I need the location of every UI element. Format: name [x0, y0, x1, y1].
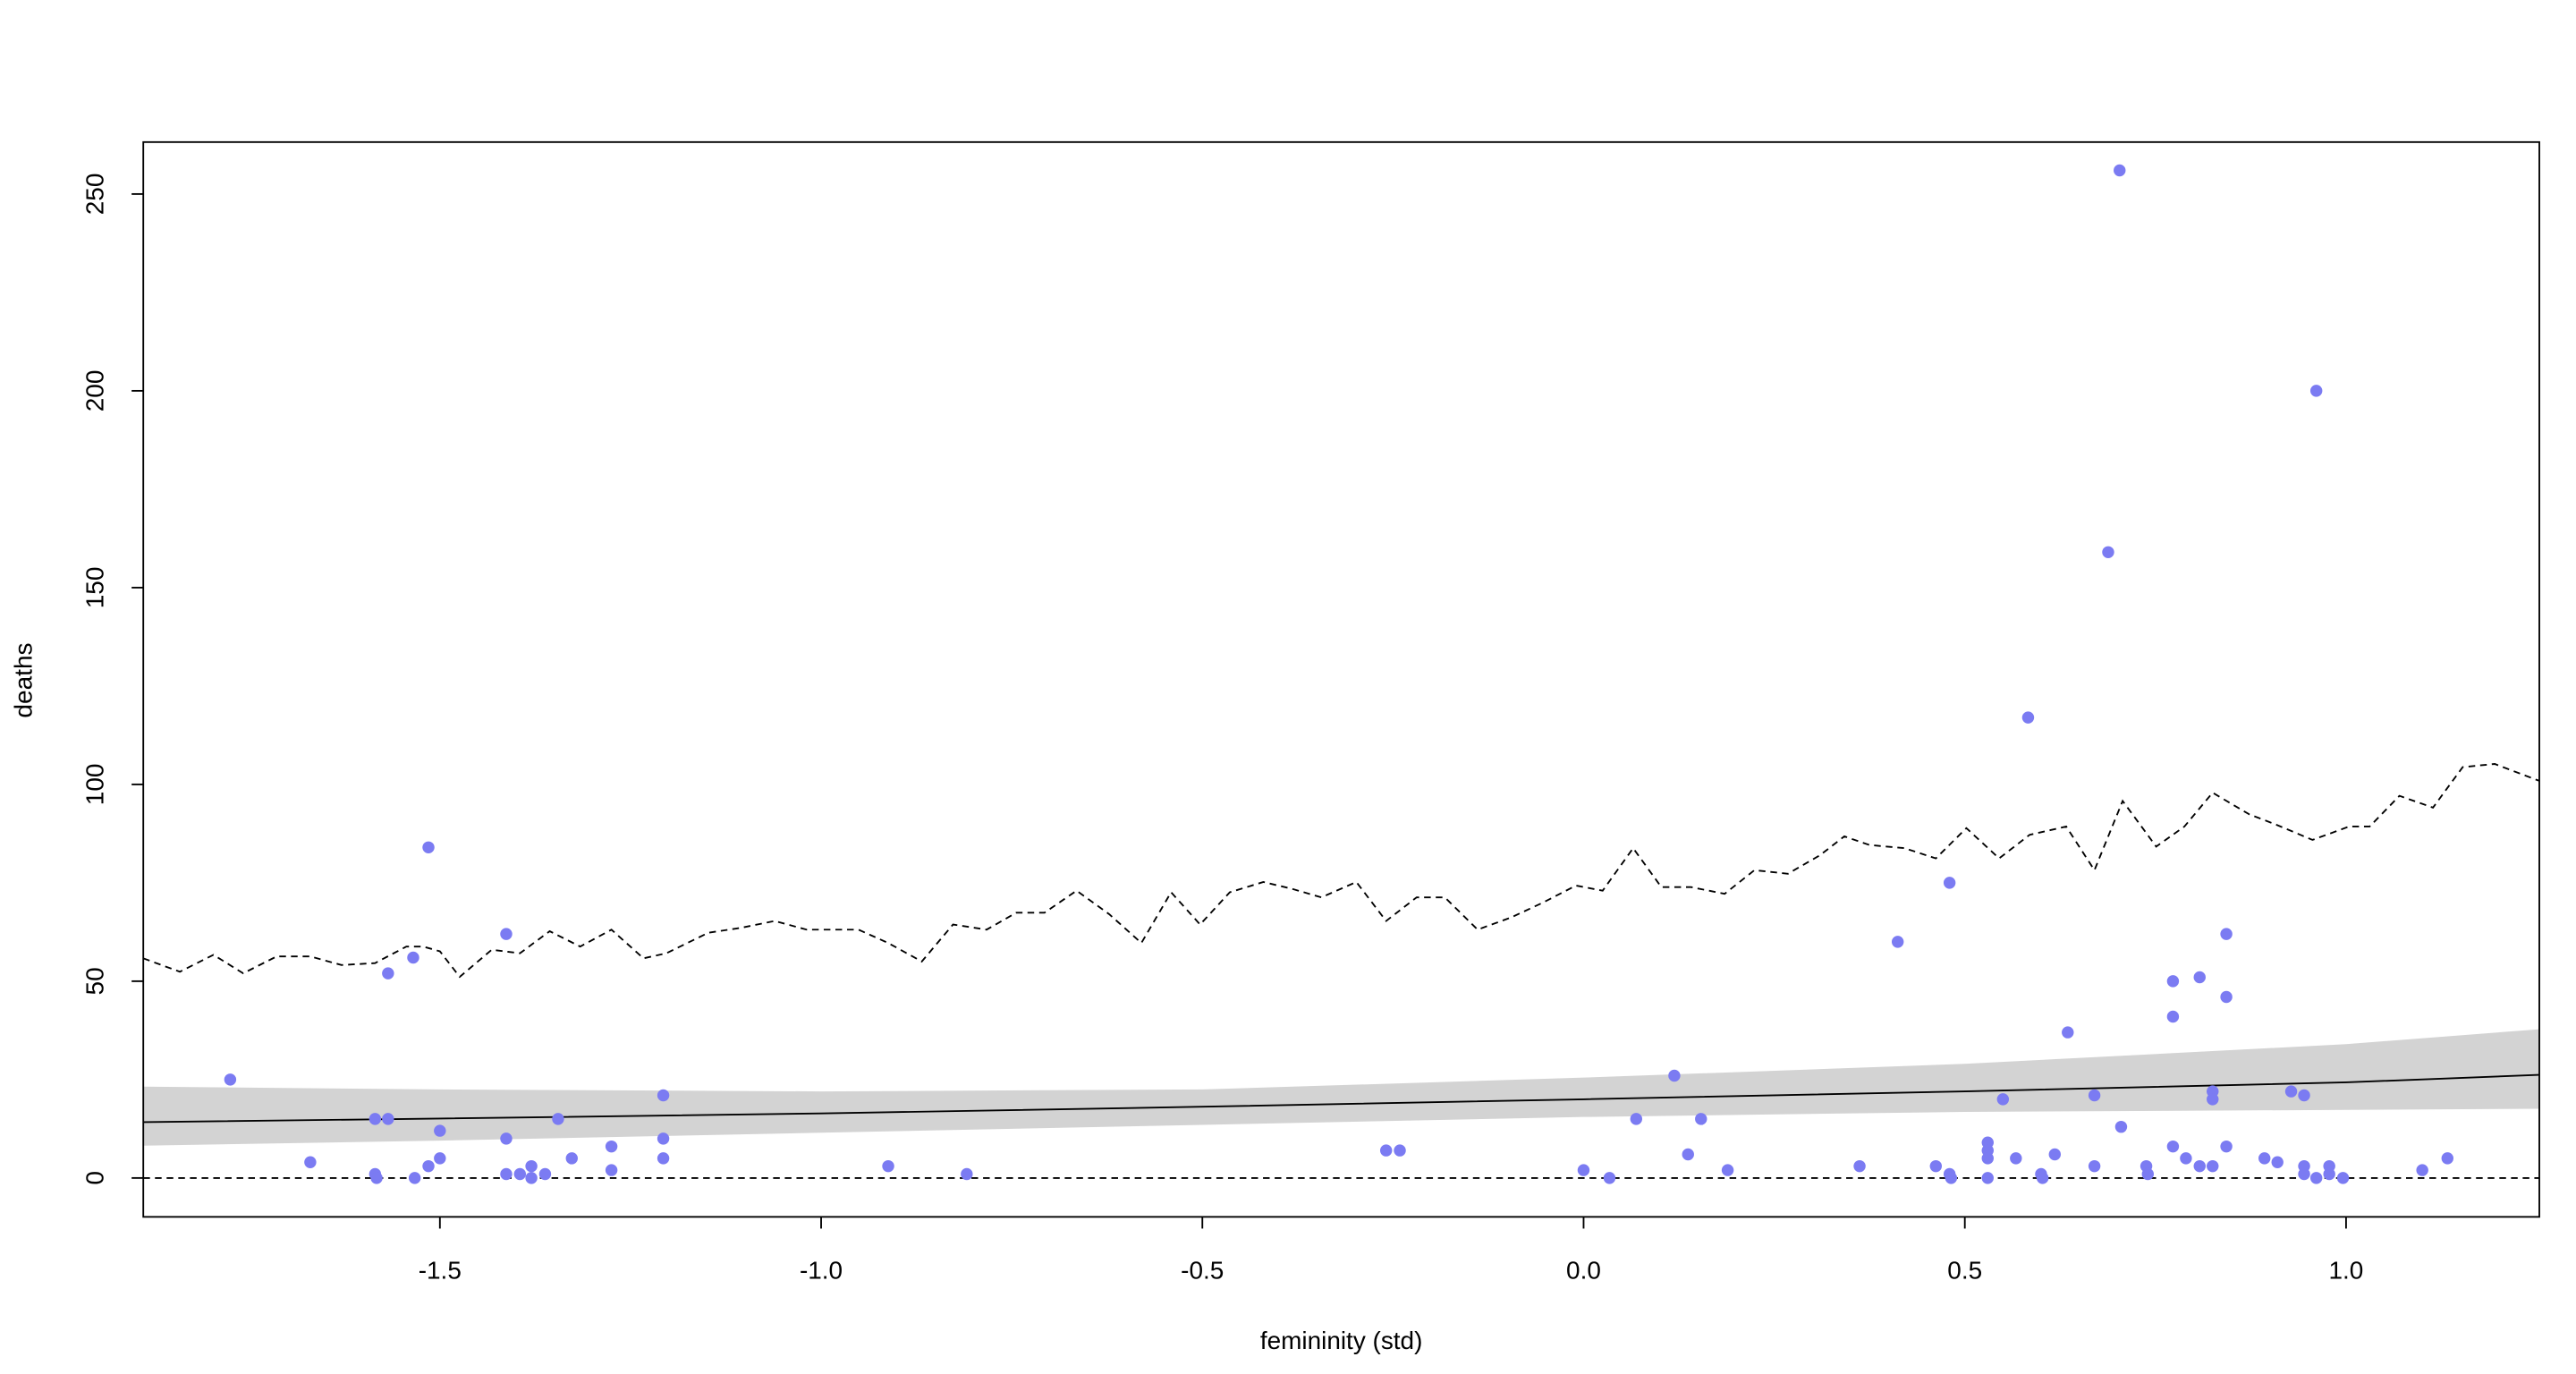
data-point: [500, 1132, 513, 1145]
data-point: [1721, 1164, 1734, 1176]
data-point: [2323, 1167, 2335, 1181]
data-point: [1379, 1144, 1393, 1157]
data-point: [2309, 1172, 2323, 1184]
y-tick-label: 50: [80, 967, 108, 995]
data-point: [2088, 1089, 2101, 1102]
data-point: [657, 1152, 670, 1165]
data-point: [1668, 1069, 1681, 1082]
data-point: [304, 1156, 317, 1169]
data-point: [1682, 1148, 1694, 1161]
data-point: [2021, 711, 2035, 724]
x-tick-label: -1.0: [800, 1256, 843, 1284]
data-point: [382, 967, 394, 980]
data-point: [2220, 928, 2233, 940]
x-tick-label: -0.5: [1181, 1256, 1224, 1284]
data-point: [1891, 936, 1904, 948]
y-tick-label: 0: [80, 1171, 108, 1185]
data-point: [525, 1159, 538, 1173]
data-point: [2207, 1093, 2219, 1106]
data-point: [565, 1152, 578, 1165]
data-point: [1943, 877, 1956, 889]
data-point: [2048, 1148, 2061, 1161]
data-point: [407, 951, 419, 964]
data-point: [1603, 1172, 1616, 1184]
data-point: [538, 1167, 552, 1181]
data-point: [2193, 1159, 2206, 1173]
prediction-upper-line: [143, 763, 2540, 979]
y-tick-label: 100: [80, 764, 108, 806]
data-point: [2193, 971, 2206, 984]
data-point: [2416, 1164, 2428, 1176]
x-tick-label: 1.0: [2329, 1256, 2364, 1284]
data-point: [961, 1167, 973, 1181]
data-point: [2114, 164, 2126, 177]
data-point: [2309, 385, 2323, 397]
data-point: [605, 1140, 618, 1153]
data-point: [2166, 1010, 2180, 1023]
data-point: [2102, 546, 2114, 559]
data-point: [2010, 1152, 2022, 1165]
data-point: [2284, 1085, 2298, 1098]
data-point: [434, 1124, 446, 1137]
data-point: [2271, 1156, 2284, 1169]
x-tick-label: 0.0: [1566, 1256, 1601, 1284]
data-point: [1630, 1113, 1643, 1125]
y-tick-label: 200: [80, 370, 108, 412]
data-point: [2114, 1120, 2128, 1133]
data-point: [1394, 1144, 1406, 1157]
data-point: [882, 1159, 894, 1173]
data-point: [1929, 1159, 1943, 1173]
y-axis-label: deaths: [9, 642, 37, 717]
data-point: [2220, 990, 2233, 1004]
data-point: [525, 1172, 538, 1184]
data-point: [422, 841, 435, 854]
data-point: [2207, 1159, 2219, 1173]
plot-frame: [142, 140, 2540, 1218]
data-point: [382, 1113, 394, 1125]
data-point: [1996, 1093, 2010, 1106]
data-point: [2036, 1172, 2049, 1184]
data-point: [2441, 1152, 2454, 1165]
data-point: [2336, 1172, 2350, 1184]
data-point: [1945, 1172, 1958, 1184]
data-point: [500, 1167, 513, 1181]
x-tick-label: -1.5: [419, 1256, 462, 1284]
data-point: [2180, 1152, 2192, 1165]
data-point: [408, 1172, 421, 1184]
data-point: [422, 1159, 435, 1173]
data-point: [1695, 1113, 1707, 1125]
data-point: [500, 928, 513, 940]
data-point: [2141, 1167, 2154, 1181]
data-point: [513, 1167, 527, 1181]
data-point: [434, 1152, 446, 1165]
mean-line: [143, 1073, 2540, 1124]
data-point: [2258, 1152, 2271, 1165]
data-point: [2088, 1159, 2101, 1173]
data-point: [2166, 1140, 2180, 1153]
data-point: [370, 1172, 383, 1184]
interval-band: [143, 1029, 2540, 1146]
data-point: [1981, 1152, 1994, 1165]
data-point: [2166, 975, 2180, 988]
data-point: [1853, 1159, 1866, 1173]
x-axis-label: femininity (std): [1260, 1327, 1423, 1354]
data-point: [2298, 1167, 2310, 1181]
data-point: [657, 1132, 670, 1145]
y-tick-label: 150: [80, 567, 108, 609]
data-point: [2298, 1089, 2310, 1102]
y-tick-label: 250: [80, 174, 108, 216]
data-point: [2062, 1026, 2074, 1039]
x-tick-label: 0.5: [1947, 1256, 1982, 1284]
data-point: [1981, 1172, 1994, 1184]
data-point: [657, 1089, 670, 1102]
data-point: [224, 1073, 237, 1086]
data-point: [605, 1164, 618, 1176]
data-point: [552, 1113, 564, 1125]
data-point: [369, 1113, 382, 1125]
data-point: [1577, 1164, 1590, 1176]
data-point: [2220, 1140, 2233, 1153]
